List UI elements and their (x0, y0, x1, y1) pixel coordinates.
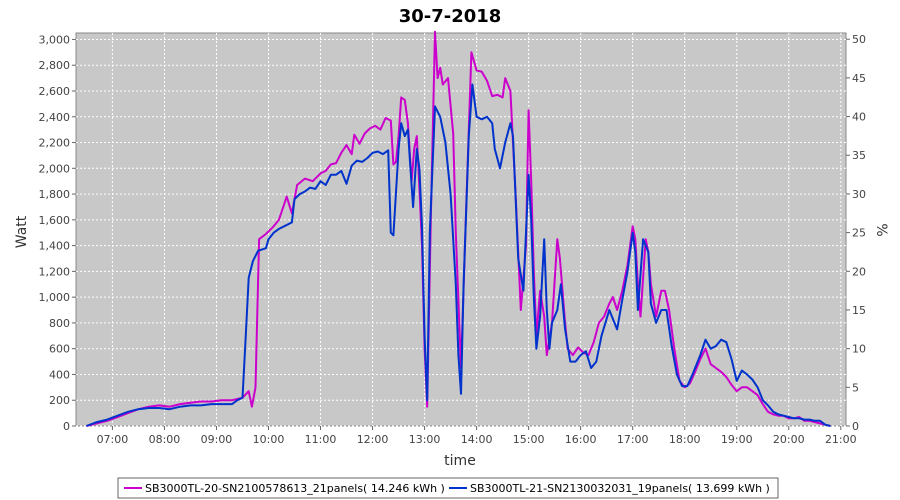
y2-tick-label: 45 (852, 72, 866, 85)
grid (76, 33, 846, 427)
y2-tick-label: 50 (852, 33, 866, 46)
x-tick-label: 15:00 (513, 433, 545, 446)
y-tick-label: 1,000 (39, 291, 71, 304)
y-tick-label: 200 (49, 394, 70, 407)
x-tick-label: 17:00 (617, 433, 649, 446)
series-line-1 (86, 30, 831, 427)
y-tick-label: 600 (49, 343, 70, 356)
y-tick-label: 2,600 (39, 85, 71, 98)
y2-tick-label: 20 (852, 265, 866, 278)
x-tick-label: 21:00 (825, 433, 857, 446)
series-group (86, 30, 831, 427)
legend-box (117, 477, 779, 499)
y2-tick-label: 0 (852, 420, 859, 433)
x-tick-label: 10:00 (253, 433, 285, 446)
x-tick-label: 13:00 (409, 433, 441, 446)
y2-tick-label: 40 (852, 111, 866, 124)
y2-tick-label: 25 (852, 227, 866, 240)
y-tick-label: 1,600 (39, 214, 71, 227)
x-tick-label: 19:00 (721, 433, 753, 446)
legend: SB3000TL-20-SN2100578613_21panels( 14.24… (117, 477, 779, 499)
y2-axis: 0 5 10 15 20 25 30 35 40 45 50 (846, 33, 866, 433)
y-tick-label: 400 (49, 368, 70, 381)
x-tick-label: 18:00 (669, 433, 701, 446)
x-tick-label: 12:00 (357, 433, 389, 446)
x-tick-label: 20:00 (773, 433, 805, 446)
y2-tick-label: 5 (852, 381, 859, 394)
legend-label-series-2: SB3000TL-21-SN2130032031_19panels( 13.69… (470, 482, 770, 495)
y-tick-label: 3,000 (39, 33, 71, 46)
y-tick-label: 2,200 (39, 137, 71, 150)
chart-title: 30-7-2018 (399, 6, 502, 27)
y-tick-label: 2,800 (39, 59, 71, 72)
y-axis: 0 200 400 600 800 1,000 1,200 1,400 1,600 1,800 2,… (39, 33, 76, 433)
y-tick-label: 2,400 (39, 111, 71, 124)
x-axis: 07:00 08:00 09:00 10:00 11:00 12:00 13:00 14:00… (97, 426, 857, 446)
series-line-2 (86, 83, 831, 427)
y-axis-label: Watt (14, 215, 30, 248)
y-tick-label: 1,800 (39, 188, 71, 201)
y-tick-label: 2,000 (39, 162, 71, 175)
y2-axis-label: % (873, 223, 889, 236)
x-tick-label: 07:00 (97, 433, 129, 446)
x-axis-label: time (444, 453, 476, 469)
y2-tick-label: 35 (852, 149, 866, 162)
x-tick-label: 11:00 (305, 433, 337, 446)
y2-tick-label: 10 (852, 343, 866, 356)
y-tick-label: 1,200 (39, 265, 71, 278)
y-tick-label: 0 (63, 420, 70, 433)
y-tick-label: 1,400 (39, 240, 71, 253)
x-tick-label: 16:00 (565, 433, 597, 446)
x-tick-label: 08:00 (149, 433, 181, 446)
x-tick-label: 14:00 (461, 433, 493, 446)
y2-tick-label: 30 (852, 188, 866, 201)
y2-tick-label: 15 (852, 304, 866, 317)
legend-label-series-1: SB3000TL-20-SN2100578613_21panels( 14.24… (145, 482, 445, 495)
y-tick-label: 800 (49, 317, 70, 330)
x-tick-label: 09:00 (201, 433, 233, 446)
